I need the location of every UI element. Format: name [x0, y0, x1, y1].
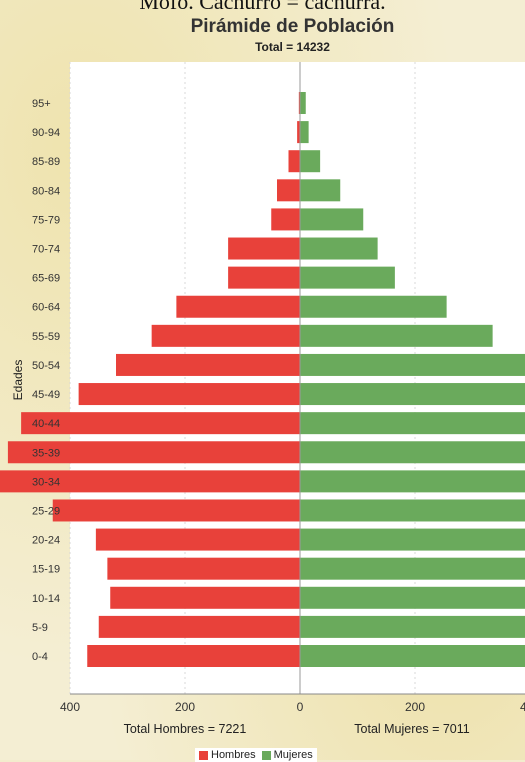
bar-mujeres-55-59 [300, 324, 493, 347]
bar-mujeres-20-24 [300, 528, 525, 551]
y-tick-label: 80-84 [32, 185, 60, 197]
bar-mujeres-85-89 [300, 150, 321, 173]
bar-mujeres-10-14 [300, 586, 525, 609]
bar-mujeres-75-79 [300, 208, 364, 231]
y-tick-label: 35-39 [32, 447, 60, 459]
bar-mujeres-45-49 [300, 383, 525, 406]
bar-mujeres-80-84 [300, 179, 341, 202]
y-tick-label: 90-94 [32, 127, 60, 139]
bar-hombres-25-29 [52, 499, 300, 522]
bar-mujeres-90-94 [300, 121, 309, 144]
bar-mujeres-35-39 [300, 441, 525, 464]
y-tick-label: 5-9 [32, 622, 48, 634]
x-tick-label: 200 [405, 700, 425, 714]
bar-hombres-55-59 [151, 324, 300, 347]
y-tick-label: 25-29 [32, 505, 60, 517]
bar-hombres-50-54 [116, 353, 300, 376]
y-tick-label: 85-89 [32, 156, 60, 168]
bar-mujeres-40-44 [300, 412, 525, 435]
x-tick-labels: 6004002000200400600 [60, 700, 525, 714]
bar-mujeres-70-74 [300, 237, 378, 260]
bar-hombres-20-24 [95, 528, 300, 551]
x-tick-label: 200 [175, 700, 195, 714]
x-tick-label: 0 [297, 700, 304, 714]
y-tick-label: 60-64 [32, 302, 60, 314]
bar-hombres-15-19 [107, 557, 300, 580]
legend-item-hombres: Hombres [199, 749, 256, 761]
x-axis-label-left: Total Hombres = 7221 [124, 722, 247, 736]
bar-mujeres-30-34 [300, 470, 525, 493]
y-tick-label: 45-49 [32, 389, 60, 401]
bar-hombres-40-44 [21, 412, 300, 435]
legend-swatch-hombres [199, 750, 208, 760]
bar-hombres-60-64 [176, 295, 300, 318]
bar-mujeres-50-54 [300, 353, 525, 376]
legend-item-mujeres: Mujeres [261, 749, 313, 761]
bar-mujeres-25-29 [300, 499, 525, 522]
bar-hombres-35-39 [7, 441, 301, 464]
bars [0, 62, 525, 694]
bar-hombres-0-4 [87, 645, 300, 667]
bar-hombres-75-79 [271, 208, 300, 231]
legend-label-mujeres: Mujeres [273, 749, 313, 761]
y-axis-label: Edades [11, 360, 25, 401]
legend-swatch-mujeres [261, 750, 271, 760]
bar-hombres-10-14 [110, 586, 300, 609]
bar-mujeres-95+ [300, 92, 306, 114]
bar-mujeres-65-69 [300, 266, 395, 289]
y-tick-label: 30-34 [32, 476, 60, 488]
y-tick-label: 70-74 [32, 244, 60, 256]
bar-mujeres-0-4 [300, 645, 525, 667]
chart-legend: Hombres Mujeres [195, 748, 317, 762]
bar-hombres-80-84 [277, 179, 300, 202]
legend-label-hombres: Hombres [211, 749, 256, 761]
bar-mujeres-5-9 [300, 615, 525, 638]
y-tick-label: 20-24 [32, 535, 60, 547]
page-header-text: Mofo. Cachurro = cachurra. [139, 0, 386, 14]
chart-title: Pirámide de Población [190, 16, 395, 37]
bar-hombres-70-74 [228, 237, 300, 260]
x-tick-label: 400 [520, 700, 525, 714]
y-tick-labels: 95+ 90-94 85-89 80-84 75-79 70-74 65-69 60-64 55… [32, 98, 60, 663]
y-tick-label: 10-14 [32, 593, 60, 605]
bar-hombres-65-69 [228, 266, 300, 289]
y-tick-label: 65-69 [32, 273, 60, 285]
bar-hombres-90-94 [297, 121, 300, 144]
bar-mujeres-15-19 [300, 557, 525, 580]
y-tick-label: 95+ [32, 98, 51, 110]
x-axis-label-right: Total Mujeres = 7011 [354, 722, 470, 736]
bar-hombres-45-49 [78, 383, 300, 406]
chart-subtitle: Total = 14232 [255, 40, 330, 54]
bar-hombres-30-34 [0, 470, 300, 493]
y-tick-label: 55-59 [32, 331, 60, 343]
y-tick-label: 50-54 [32, 360, 60, 372]
bar-hombres-85-89 [288, 150, 300, 173]
y-tick-label: 0-4 [32, 651, 48, 663]
x-tick-label: 400 [60, 700, 80, 714]
y-tick-label: 40-44 [32, 418, 60, 430]
bar-mujeres-60-64 [300, 295, 447, 318]
bar-hombres-5-9 [98, 615, 300, 638]
y-tick-label: 15-19 [32, 564, 60, 576]
bar-hombres-95+ [298, 92, 300, 114]
y-tick-label: 75-79 [32, 214, 60, 226]
